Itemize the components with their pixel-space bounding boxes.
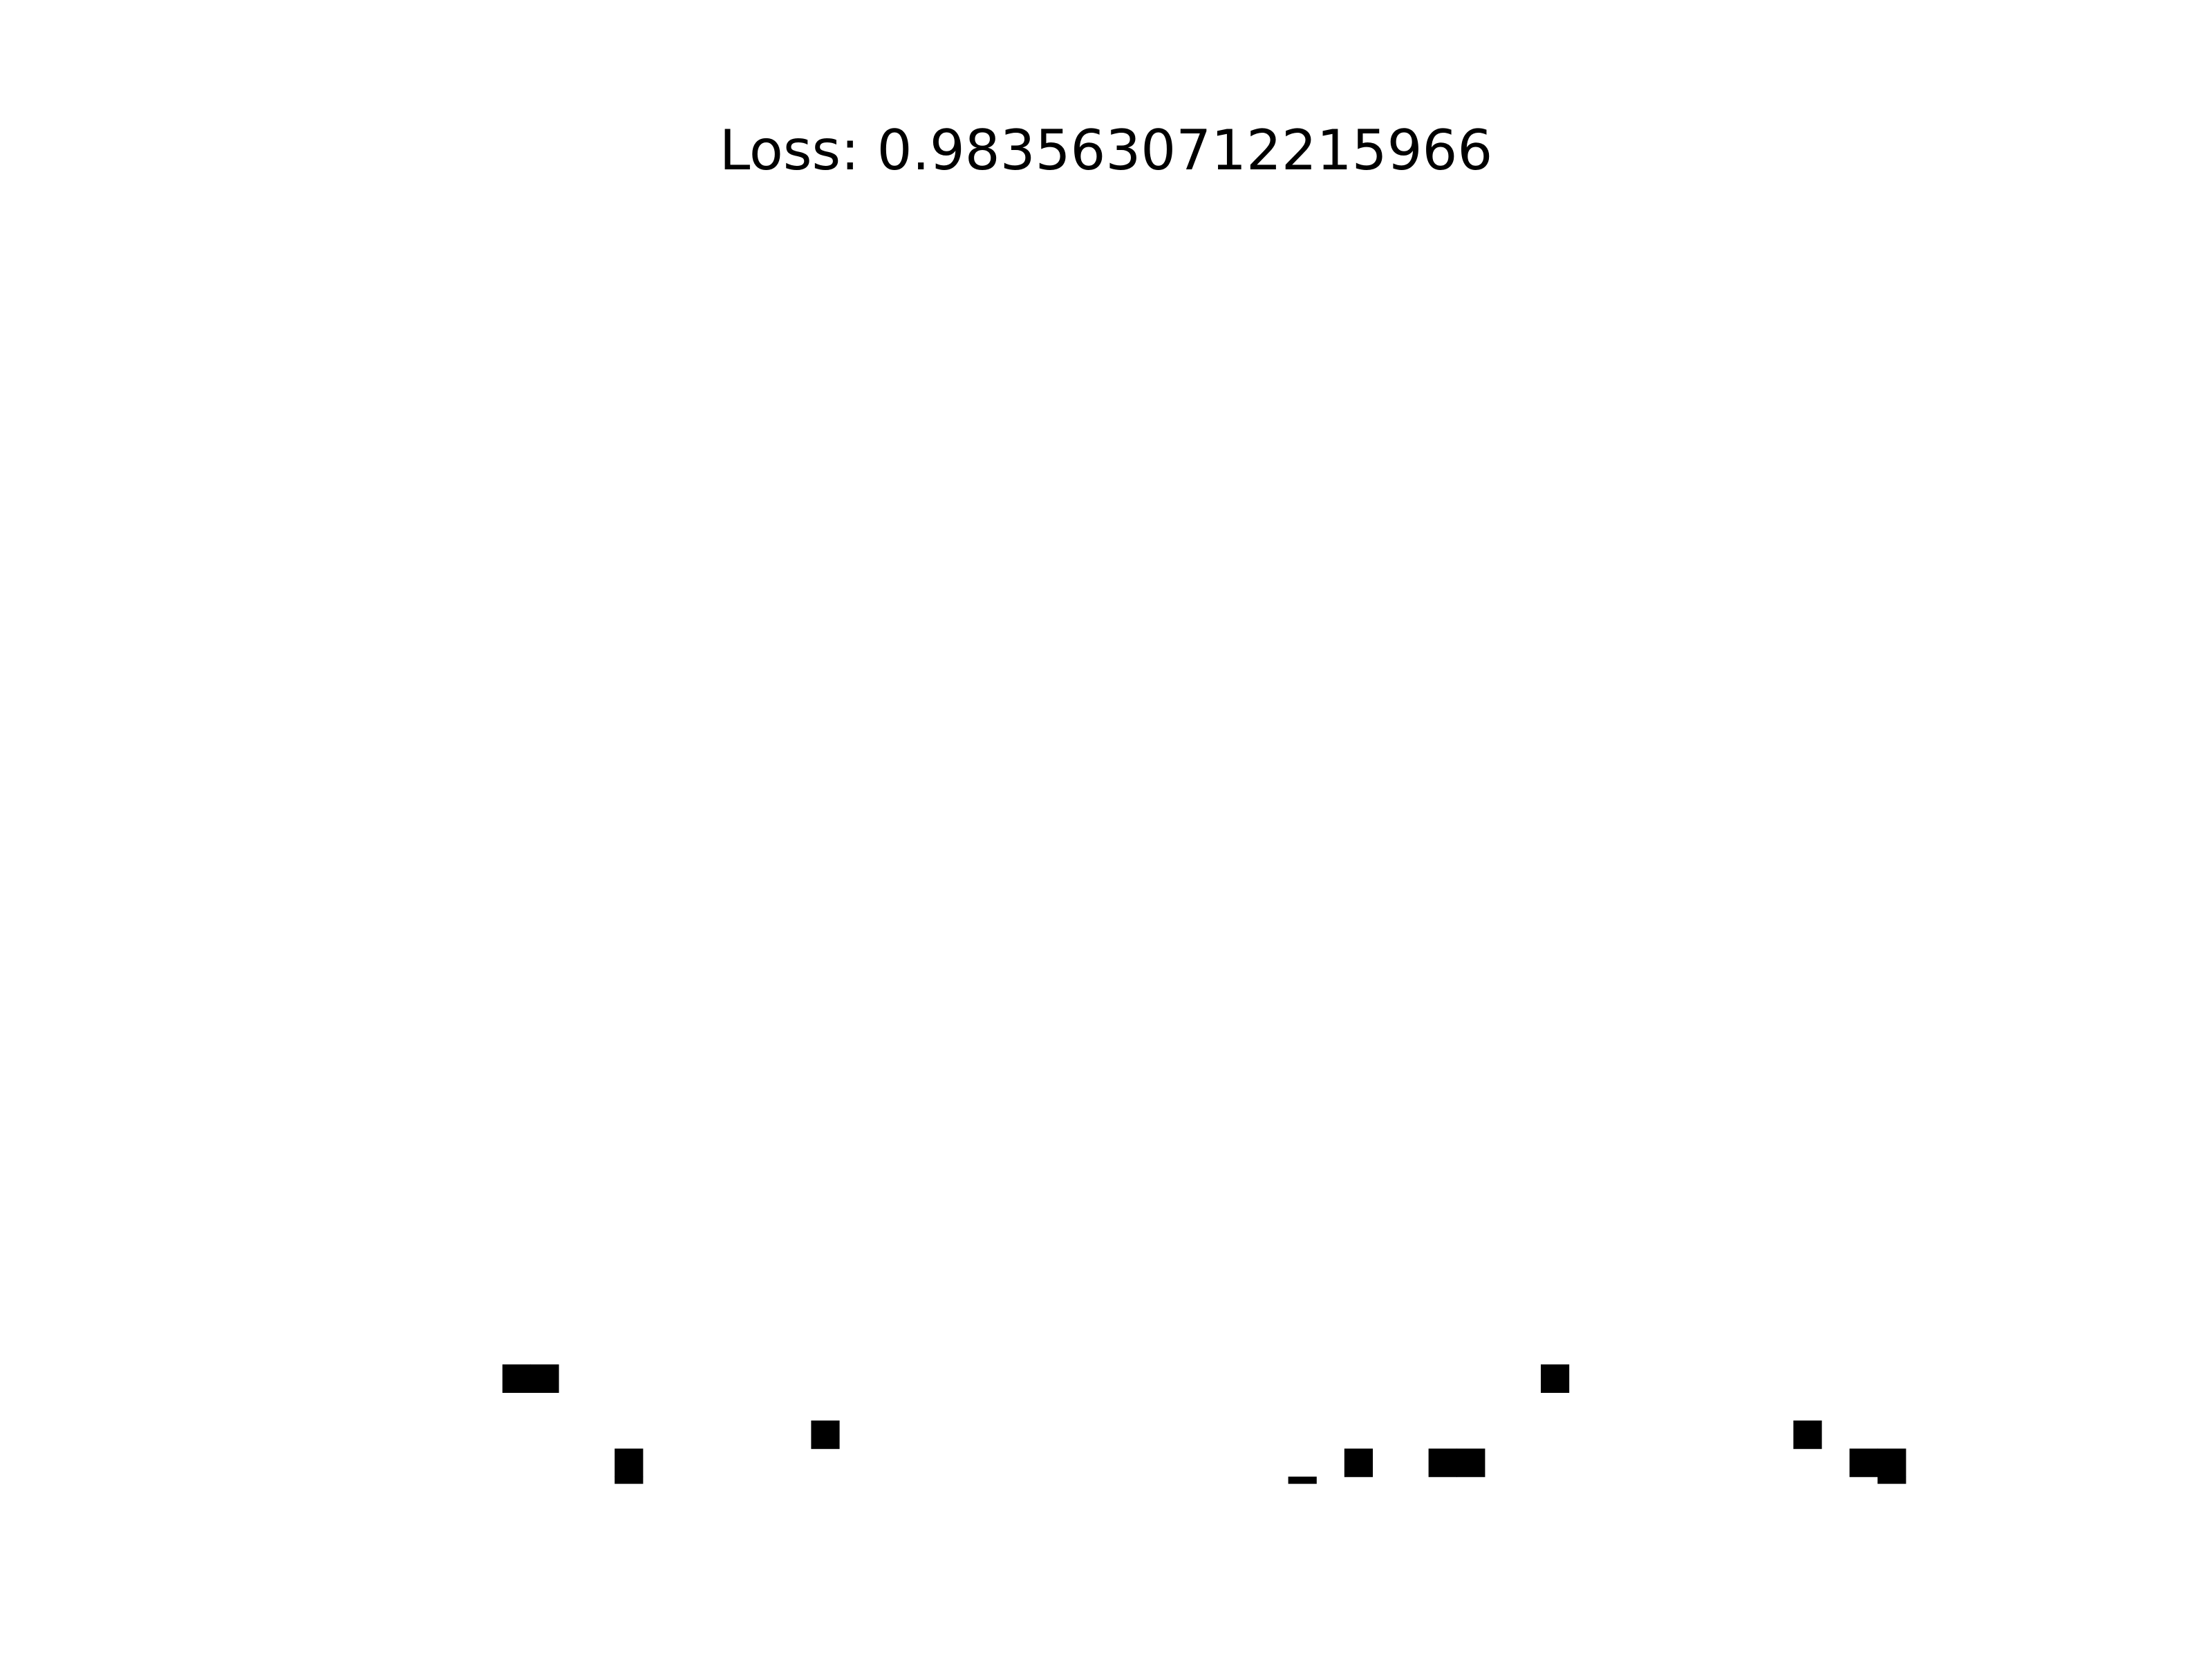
heatmap-cell bbox=[502, 1364, 531, 1393]
heatmap-cell bbox=[1849, 1448, 1878, 1477]
heatmap-cell bbox=[1877, 1448, 1906, 1477]
heatmap-cell bbox=[530, 1364, 559, 1393]
heatmap-cell bbox=[1541, 1364, 1570, 1393]
heatmap-cell bbox=[1793, 1421, 1822, 1450]
heatmap-cell bbox=[615, 1477, 644, 1484]
heatmap-cell bbox=[1456, 1448, 1485, 1477]
chart-title: Loss: 0.9835630712215966 bbox=[719, 118, 1493, 182]
heatmap-cell bbox=[1288, 1477, 1317, 1484]
heatmap-cell bbox=[811, 1421, 840, 1450]
heatmap-cell bbox=[1428, 1448, 1457, 1477]
heatmap-cell bbox=[1344, 1448, 1373, 1477]
heatmap-cell bbox=[615, 1448, 644, 1477]
heatmap-cell bbox=[1877, 1477, 1906, 1484]
